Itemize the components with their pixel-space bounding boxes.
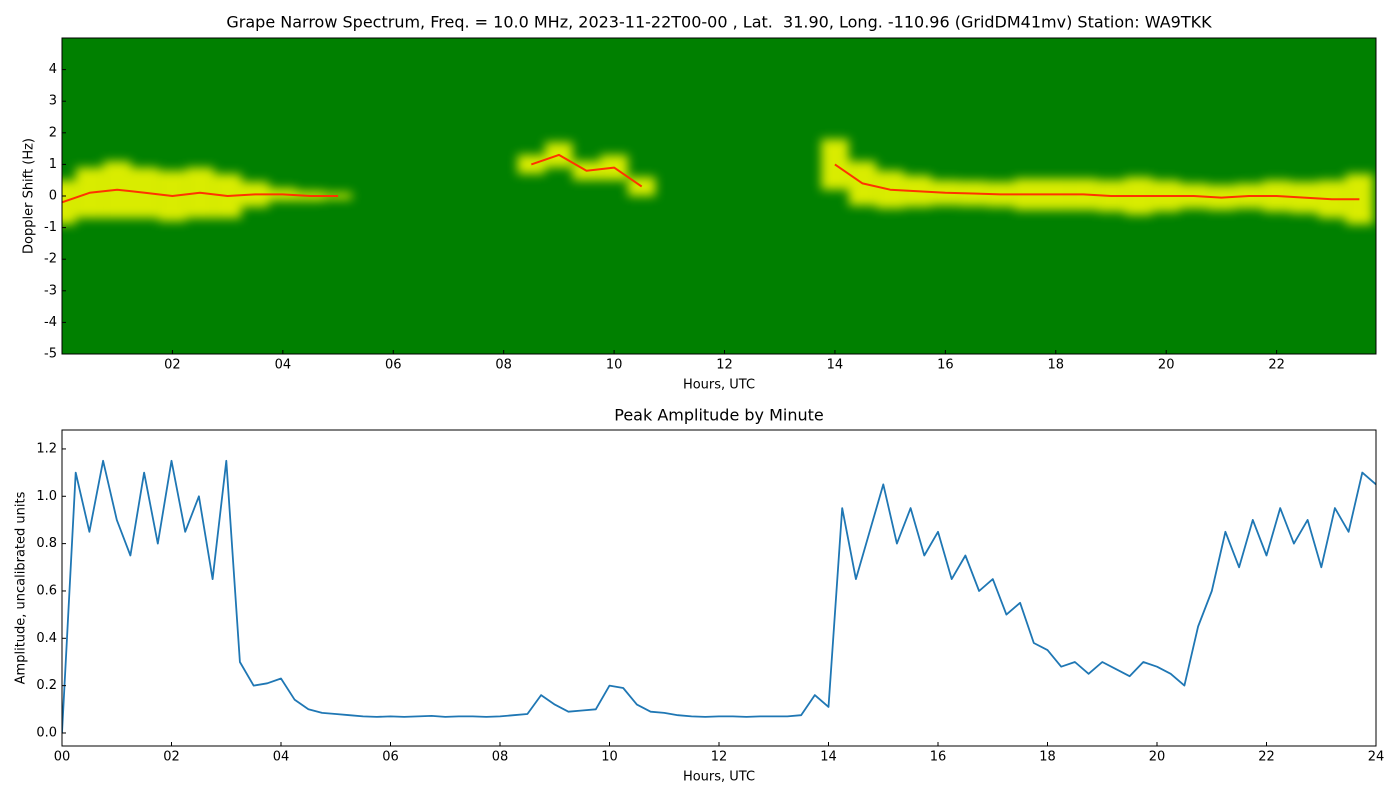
x-tick-label: 10 — [601, 750, 618, 765]
chart-title: Grape Narrow Spectrum, Freq. = 10.0 MHz,… — [226, 13, 1212, 32]
x-tick-label: 08 — [492, 750, 509, 765]
y-tick-label: 3 — [49, 94, 57, 109]
plot-area — [62, 38, 1376, 354]
x-tick-label: 16 — [937, 358, 954, 373]
y-tick-label: 0.0 — [36, 725, 57, 740]
x-tick-label: 20 — [1158, 358, 1175, 373]
y-tick-label: -5 — [44, 347, 57, 362]
x-tick-label: 04 — [275, 358, 292, 373]
x-tick-label: 12 — [711, 750, 728, 765]
plot-area — [62, 430, 1376, 746]
y-tick-label: 1.2 — [36, 441, 57, 456]
x-tick-label: 06 — [385, 358, 402, 373]
y-tick-label: 0.4 — [36, 631, 57, 646]
x-axis-label: Hours, UTC — [683, 378, 755, 393]
x-axis-label: Hours, UTC — [683, 770, 755, 785]
trace-line — [62, 153, 1360, 204]
x-tick-label: 14 — [820, 750, 837, 765]
y-axis-label: Amplitude, uncalibrated units — [14, 491, 29, 684]
y-tick-label: -2 — [44, 252, 57, 267]
y-tick-label: 0.2 — [36, 678, 57, 693]
x-tick-label: 22 — [1258, 750, 1275, 765]
y-tick-label: 4 — [49, 62, 57, 77]
x-tick-label: 00 — [54, 750, 71, 765]
x-tick-label: 10 — [606, 358, 623, 373]
x-tick-label: 20 — [1149, 750, 1166, 765]
y-tick-label: 2 — [49, 125, 57, 140]
y-tick-label: 1 — [49, 157, 57, 172]
chart-title: Peak Amplitude by Minute — [614, 406, 824, 425]
x-tick-label: 22 — [1268, 358, 1285, 373]
x-tick-label: 12 — [716, 358, 733, 373]
y-axis-label: Doppler Shift (Hz) — [22, 138, 37, 254]
x-tick-label: 18 — [1039, 750, 1056, 765]
spread-band — [517, 154, 546, 174]
y-tick-label: -4 — [44, 315, 57, 330]
y-tick-label: 0 — [49, 189, 57, 204]
x-tick-label: 06 — [382, 750, 399, 765]
y-tick-label: -3 — [44, 283, 57, 298]
x-tick-label: 02 — [164, 358, 181, 373]
trace-line — [62, 459, 1376, 734]
x-tick-label: 18 — [1048, 358, 1065, 373]
x-tick-label: 24 — [1368, 750, 1385, 765]
x-tick-label: 16 — [930, 750, 947, 765]
y-tick-label: 1.0 — [36, 489, 57, 504]
y-tick-label: 0.6 — [36, 583, 57, 598]
plot-background — [62, 430, 1376, 746]
y-tick-label: -1 — [44, 220, 57, 235]
y-tick-label: 0.8 — [36, 536, 57, 551]
x-tick-label: 14 — [827, 358, 844, 373]
x-tick-label: 04 — [273, 750, 290, 765]
x-tick-label: 02 — [163, 750, 180, 765]
spread-band — [62, 180, 76, 225]
x-tick-label: 08 — [495, 358, 512, 373]
